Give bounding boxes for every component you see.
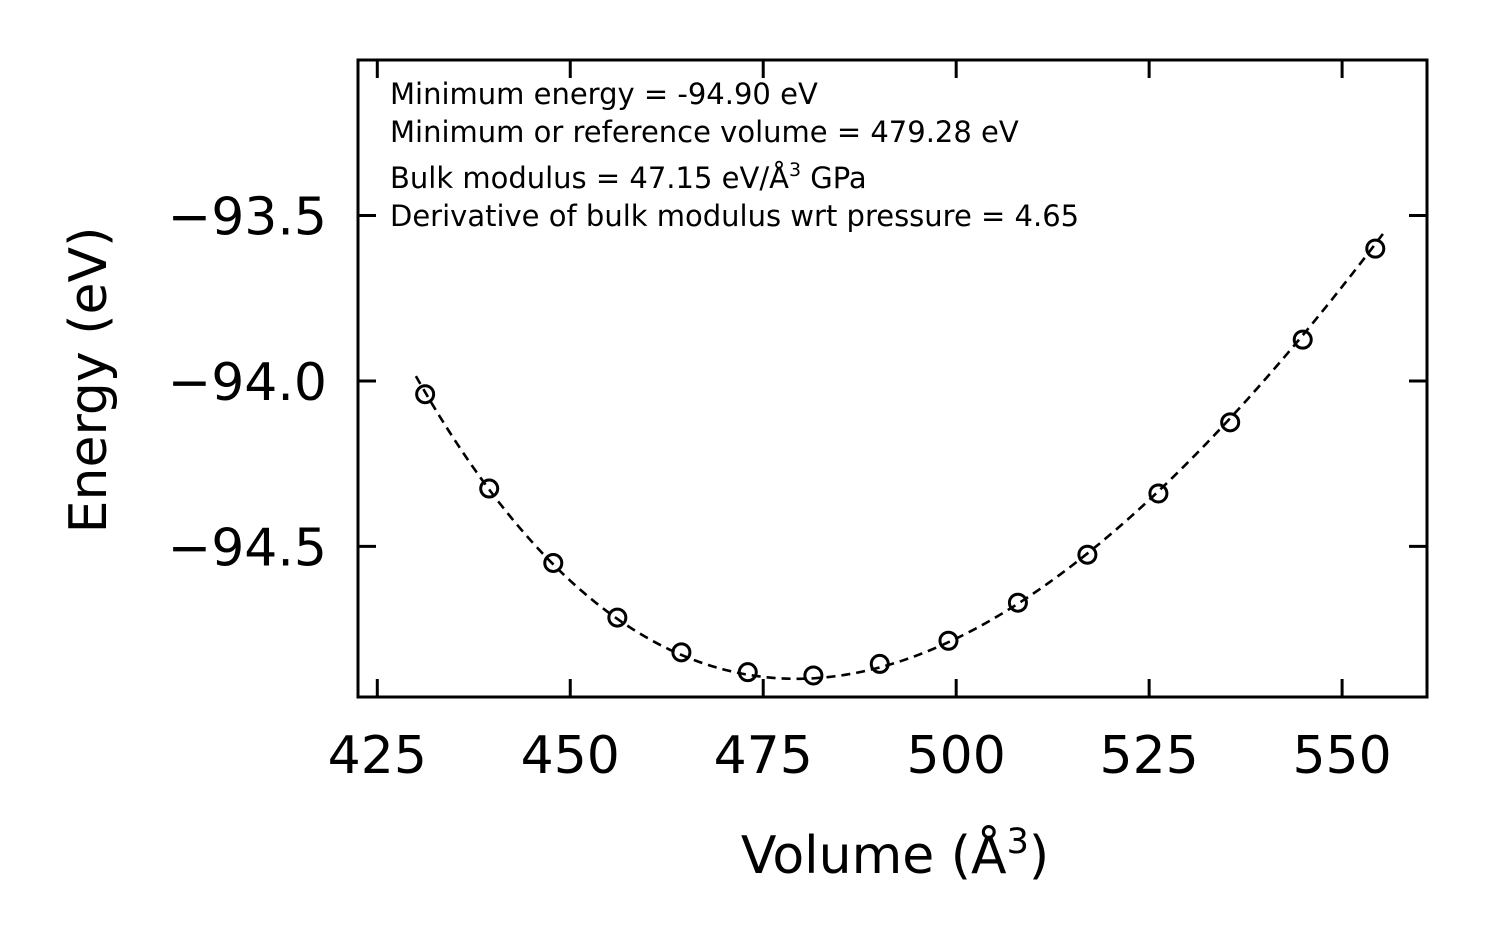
x-axis-label-close: ) <box>1029 826 1049 886</box>
data-point-6 <box>803 665 824 686</box>
x-tick-label-500: 500 <box>907 726 1006 786</box>
y-tick-label-1: −94.0 <box>168 353 327 413</box>
data-points <box>415 238 1386 686</box>
fit-curve <box>414 231 1386 681</box>
x-tick-label-550: 550 <box>1292 726 1391 786</box>
data-point-7 <box>869 653 890 674</box>
annotation-bulk-modulus-main: Bulk modulus = 47.15 eV/Å <box>390 161 789 195</box>
annotation-bulk-modulus: Bulk modulus = 47.15 eV/Å3 GPa <box>390 159 867 195</box>
data-point-4 <box>671 642 692 663</box>
data-point-13 <box>1292 329 1313 350</box>
x-tick-label-525: 525 <box>1100 726 1199 786</box>
data-point-12 <box>1220 412 1241 433</box>
data-point-9 <box>1007 592 1028 613</box>
plot-frame <box>356 58 1429 699</box>
x-axis: 425 450 475 500 525 550 <box>328 60 1392 786</box>
annotation-derivative: Derivative of bulk modulus wrt pressure … <box>390 199 1079 233</box>
data-point-0 <box>415 384 436 405</box>
data-point-11 <box>1148 483 1169 504</box>
annotation-bulk-modulus-unit: GPa <box>801 161 867 195</box>
annotation-bulk-modulus-sup: 3 <box>789 159 801 181</box>
annotation-min-volume: Minimum or reference volume = 479.28 eV <box>390 115 1019 149</box>
data-point-10 <box>1077 544 1098 565</box>
x-axis-label: Volume (Å3) <box>741 822 1049 886</box>
x-axis-label-main: Volume (Å <box>741 824 1007 886</box>
data-point-8 <box>938 630 959 651</box>
x-tick-label-475: 475 <box>714 726 813 786</box>
x-axis-label-sup: 3 <box>1007 822 1029 862</box>
data-point-5 <box>737 662 758 683</box>
y-axis: −93.5 −94.0 −94.5 <box>168 188 1427 578</box>
annotation-min-energy: Minimum energy = -94.90 eV <box>390 77 818 111</box>
x-tick-label-450: 450 <box>521 726 620 786</box>
y-tick-label-0: −93.5 <box>168 188 327 248</box>
y-axis-label: Energy (eV) <box>59 227 119 534</box>
x-tick-label-425: 425 <box>328 726 427 786</box>
info-annotations: Minimum energy = -94.90 eV Minimum or re… <box>390 77 1079 233</box>
data-point-1 <box>479 478 500 499</box>
data-point-2 <box>543 552 564 573</box>
y-tick-label-2: −94.5 <box>168 518 327 578</box>
data-point-3 <box>607 607 628 628</box>
data-point-14 <box>1365 238 1386 259</box>
